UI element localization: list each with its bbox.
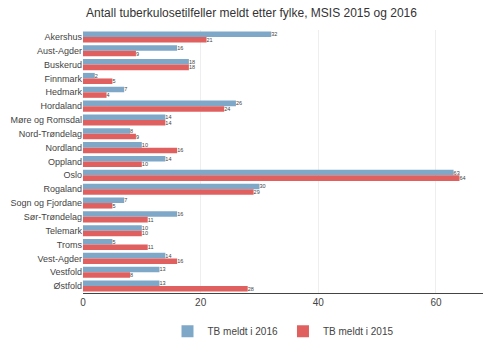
svg-text:7: 7 [124,86,127,92]
svg-text:8: 8 [130,272,133,278]
svg-text:Telemark: Telemark [45,226,82,236]
svg-text:Østfold: Østfold [53,281,82,291]
svg-text:Sogn og Fjordane: Sogn og Fjordane [10,198,82,208]
svg-text:5: 5 [112,78,115,84]
svg-text:Antall tuberkulosetilfeller me: Antall tuberkulosetilfeller meldt etter … [86,6,417,20]
svg-text:Møre og Romsdal: Møre og Romsdal [10,115,82,125]
svg-text:Akershus: Akershus [44,32,82,42]
svg-text:Finnmark: Finnmark [44,74,82,84]
svg-text:Vest-Agder: Vest-Agder [37,254,82,264]
svg-text:11: 11 [148,217,154,223]
svg-text:14: 14 [165,156,171,162]
svg-text:18: 18 [189,64,195,70]
svg-text:16: 16 [177,147,183,153]
svg-text:16: 16 [177,211,183,217]
svg-text:26: 26 [236,100,242,106]
svg-text:63: 63 [454,170,460,176]
svg-text:64: 64 [459,175,465,181]
svg-text:10: 10 [142,161,148,167]
svg-text:Nord-Trøndelag: Nord-Trøndelag [19,129,82,139]
svg-text:9: 9 [136,134,139,140]
svg-text:10: 10 [142,142,148,148]
svg-text:Rogaland: Rogaland [43,184,82,194]
svg-text:Buskerud: Buskerud [44,60,82,70]
svg-text:21: 21 [207,37,213,43]
svg-text:10: 10 [142,225,148,231]
svg-text:8: 8 [130,128,133,134]
svg-text:5: 5 [112,239,115,245]
svg-text:Hedmark: Hedmark [45,87,82,97]
svg-text:7: 7 [124,197,127,203]
svg-text:40: 40 [313,297,325,308]
svg-text:24: 24 [224,106,230,112]
svg-text:28: 28 [248,286,254,292]
svg-text:13: 13 [159,280,165,286]
svg-text:TB meldt i 2016: TB meldt i 2016 [208,326,278,337]
svg-text:Aust-Agder: Aust-Agder [37,46,82,56]
svg-text:9: 9 [136,51,139,57]
svg-text:Sør-Trøndelag: Sør-Trøndelag [24,212,82,222]
svg-text:14: 14 [165,120,171,126]
svg-text:Oslo: Oslo [63,170,82,180]
svg-text:60: 60 [430,297,442,308]
svg-text:14: 14 [165,114,171,120]
svg-text:20: 20 [195,297,207,308]
svg-text:13: 13 [159,266,165,272]
svg-text:0: 0 [80,297,86,308]
svg-text:Hordaland: Hordaland [40,101,82,111]
svg-text:11: 11 [148,244,154,250]
svg-text:4: 4 [107,92,110,98]
svg-text:18: 18 [189,59,195,65]
svg-text:29: 29 [254,189,260,195]
svg-text:16: 16 [177,45,183,51]
svg-text:32: 32 [271,31,277,37]
svg-text:Troms: Troms [57,240,83,250]
svg-text:16: 16 [177,258,183,264]
svg-text:Vestfold: Vestfold [50,267,82,277]
svg-text:10: 10 [142,230,148,236]
svg-text:5: 5 [112,203,115,209]
svg-text:14: 14 [165,253,171,259]
svg-text:30: 30 [259,183,265,189]
svg-text:Nordland: Nordland [45,143,82,153]
svg-text:2: 2 [95,73,98,79]
svg-text:Oppland: Oppland [48,157,82,167]
svg-text:TB meldt i 2015: TB meldt i 2015 [323,326,393,337]
